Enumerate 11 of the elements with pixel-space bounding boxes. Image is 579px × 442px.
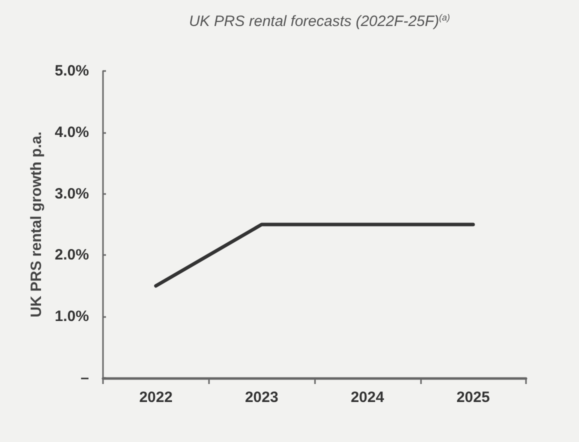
- y-tick-label: 1.0%: [54, 308, 89, 326]
- y-tick-label: –: [80, 370, 89, 386]
- x-tick-label: 2023: [244, 389, 278, 406]
- x-tick-label: 2025: [456, 389, 490, 406]
- x-tick-label: 2024: [350, 389, 385, 406]
- y-axis-title: UK PRS rental growth p.a.: [28, 132, 45, 318]
- y-tick-label: 4.0%: [54, 124, 89, 141]
- y-tick-label: 3.0%: [54, 185, 89, 202]
- y-tick-label: 2.0%: [54, 246, 89, 264]
- x-tick-label: 2022: [139, 389, 173, 406]
- y-tick-label: 5.0%: [54, 62, 89, 80]
